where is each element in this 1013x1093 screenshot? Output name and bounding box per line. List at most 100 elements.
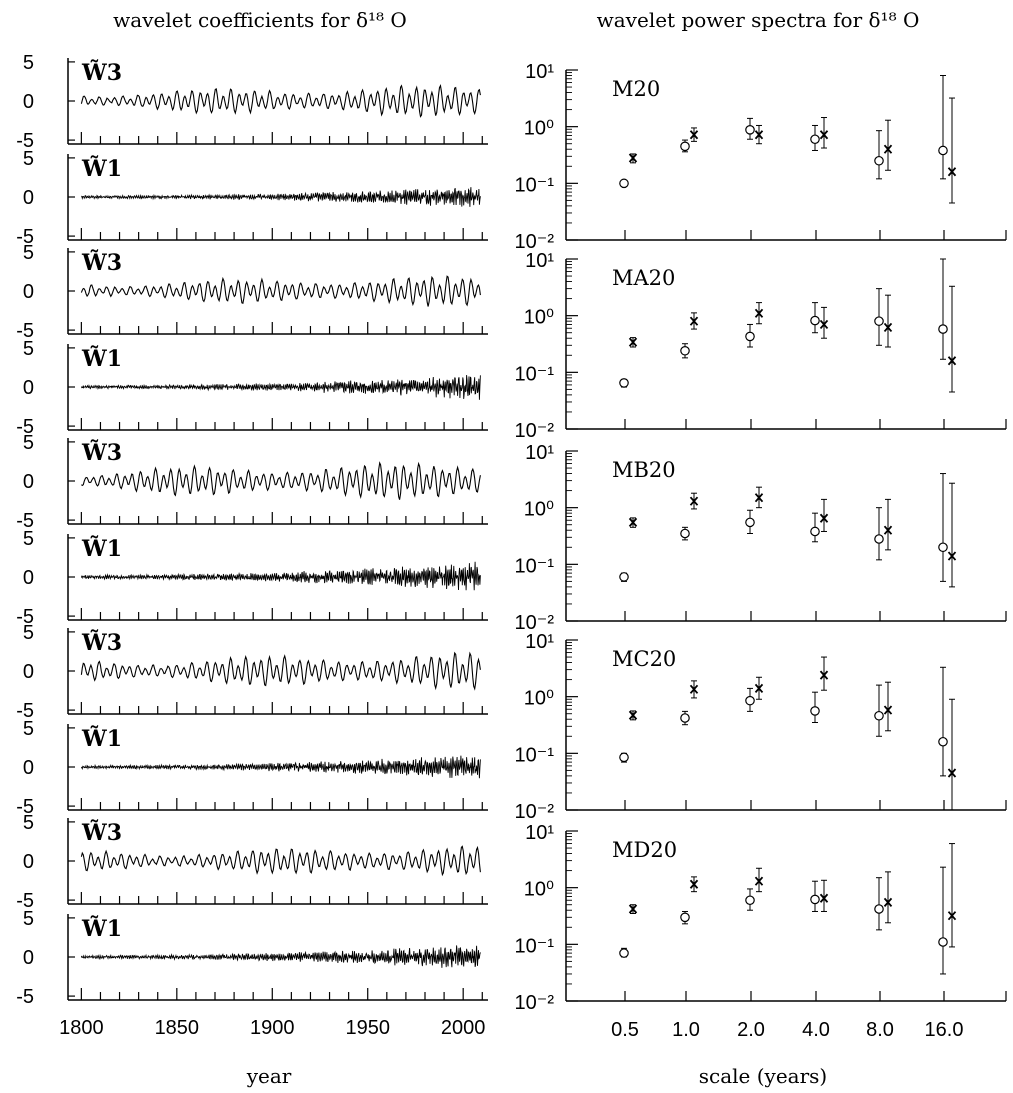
series-label: W̃1 bbox=[81, 726, 122, 752]
x-tick-label: 1850 bbox=[155, 1017, 200, 1039]
right-title: wavelet power spectra for δ¹⁸ O bbox=[597, 8, 920, 32]
circle-marker bbox=[938, 542, 948, 553]
circle-marker bbox=[619, 378, 629, 388]
y-tick-label: 0 bbox=[23, 471, 34, 493]
y-tick-label: 10⁻¹ bbox=[515, 174, 555, 196]
cross-marker bbox=[883, 525, 893, 535]
y-tick-label: 5 bbox=[23, 908, 34, 930]
circle-marker bbox=[874, 710, 884, 721]
y-tick-label: 0 bbox=[23, 91, 34, 113]
circle-marker bbox=[680, 713, 690, 723]
y-tick-label: 0 bbox=[23, 567, 34, 589]
coefficient-line bbox=[80, 83, 481, 118]
circle-marker bbox=[938, 736, 948, 747]
panel-label: MA20 bbox=[612, 266, 675, 290]
cross-marker bbox=[883, 144, 893, 154]
coefficient-subpanel: 5 0 -5 W̃1 bbox=[16, 528, 488, 628]
y-tick-label: 10¹ bbox=[525, 442, 554, 464]
y-tick-label: 0 bbox=[23, 187, 34, 209]
y-tick-label: -5 bbox=[16, 416, 34, 438]
circle-marker bbox=[745, 331, 755, 342]
y-tick-label: 10⁻² bbox=[515, 801, 555, 823]
cross-marker bbox=[754, 130, 764, 140]
panel-label: MC20 bbox=[612, 647, 676, 671]
cross-marker bbox=[947, 356, 957, 366]
coefficient-line bbox=[80, 945, 481, 968]
y-tick-label: 10⁻² bbox=[515, 231, 555, 253]
circle-marker bbox=[619, 572, 629, 582]
y-tick-label: 0 bbox=[23, 281, 34, 303]
y-tick-label: 5 bbox=[23, 148, 34, 170]
y-tick-label: -5 bbox=[16, 796, 34, 818]
y-tick-label: 10¹ bbox=[525, 822, 554, 844]
coefficient-subpanel: 5 0 -5 W̃1 bbox=[16, 718, 488, 818]
y-tick-label: 0 bbox=[23, 947, 34, 969]
x-tick-label: 8.0 bbox=[866, 1019, 894, 1041]
x-tick-label: 1950 bbox=[345, 1017, 390, 1039]
coefficient-subpanel: 5 0 -5 W̃3 bbox=[16, 242, 488, 342]
y-tick-label: -5 bbox=[16, 606, 34, 628]
circle-marker bbox=[680, 528, 690, 539]
cross-marker bbox=[883, 897, 893, 907]
circle-marker bbox=[938, 937, 948, 947]
cross-marker bbox=[947, 768, 957, 778]
panel-label: MB20 bbox=[612, 458, 676, 482]
y-tick-label: 0 bbox=[23, 377, 34, 399]
spectrum-panel: 10¹ 10⁰ 10⁻¹ 10⁻² MB20 bbox=[515, 442, 1007, 634]
cross-marker bbox=[754, 876, 764, 886]
circle-marker bbox=[810, 526, 820, 537]
y-tick-label: 10¹ bbox=[525, 250, 554, 272]
series-label: W̃3 bbox=[81, 60, 122, 86]
cross-marker bbox=[819, 319, 829, 330]
circle-marker bbox=[938, 324, 948, 334]
cross-marker bbox=[689, 130, 699, 140]
spectrum-panel: 10¹ 10⁰ 10⁻¹ 10⁻² MC20 bbox=[515, 631, 1007, 823]
power-spectra-panels: 10¹10⁰10⁻¹10⁻²M2010¹10⁰10⁻¹10⁻²MA2010¹10… bbox=[515, 61, 1007, 1041]
y-tick-label: 10⁰ bbox=[524, 499, 554, 521]
circle-marker bbox=[680, 345, 690, 356]
x-tick-label: 0.5 bbox=[611, 1019, 639, 1041]
cross-marker bbox=[628, 710, 638, 720]
circle-marker bbox=[745, 895, 755, 906]
y-tick-label: -5 bbox=[16, 320, 34, 342]
y-tick-label: -5 bbox=[16, 890, 34, 912]
cross-marker bbox=[689, 684, 699, 694]
cross-marker bbox=[819, 893, 829, 903]
y-tick-label: 0 bbox=[23, 661, 34, 683]
circle-marker bbox=[680, 912, 690, 923]
y-tick-label: 5 bbox=[23, 52, 34, 74]
y-tick-label: 0 bbox=[23, 757, 34, 779]
y-tick-label: 5 bbox=[23, 812, 34, 834]
circle-marker bbox=[745, 517, 755, 528]
x-tick-label: 1800 bbox=[59, 1017, 104, 1039]
coefficient-subpanel: 5 0 -5 W̃3 bbox=[16, 52, 488, 152]
y-tick-label: 5 bbox=[23, 528, 34, 550]
wavelet-coefficient-panels: 5 0 -5 W̃3 5 0 -5 W̃1 5 0 -5 W̃3 5 0 -5 W̃1 5 0 -5 W̃3 5 0 -5 W… bbox=[16, 52, 488, 1039]
cross-marker bbox=[947, 551, 957, 561]
x-tick-label: 1900 bbox=[250, 1017, 295, 1039]
y-tick-label: 10⁻² bbox=[515, 612, 555, 634]
y-tick-label: 5 bbox=[23, 338, 34, 360]
coefficient-line bbox=[80, 651, 481, 691]
y-tick-label: 10⁰ bbox=[524, 688, 554, 710]
circle-marker bbox=[874, 534, 884, 544]
x-tick-label: 16.0 bbox=[925, 1019, 964, 1041]
y-tick-label: 10⁻¹ bbox=[515, 744, 555, 766]
x-tick-label: 4.0 bbox=[802, 1019, 830, 1041]
circle-marker bbox=[938, 145, 948, 156]
panel-label: M20 bbox=[612, 77, 660, 101]
cross-marker bbox=[819, 670, 829, 680]
cross-marker bbox=[754, 683, 764, 693]
y-tick-label: 10⁻² bbox=[515, 420, 555, 442]
coefficient-line bbox=[81, 461, 481, 500]
cross-marker bbox=[628, 904, 638, 914]
series-label: W̃3 bbox=[81, 250, 122, 276]
circle-marker bbox=[874, 155, 884, 166]
coefficient-subpanel: 5 0 -5 W̃3 bbox=[16, 812, 488, 912]
y-tick-label: 10⁰ bbox=[524, 879, 554, 901]
series-label: W̃3 bbox=[81, 440, 122, 466]
cross-marker bbox=[628, 153, 638, 163]
y-tick-label: 10⁰ bbox=[524, 307, 554, 329]
right-xlabel: scale (years) bbox=[699, 1064, 827, 1088]
series-label: W̃1 bbox=[81, 156, 122, 182]
